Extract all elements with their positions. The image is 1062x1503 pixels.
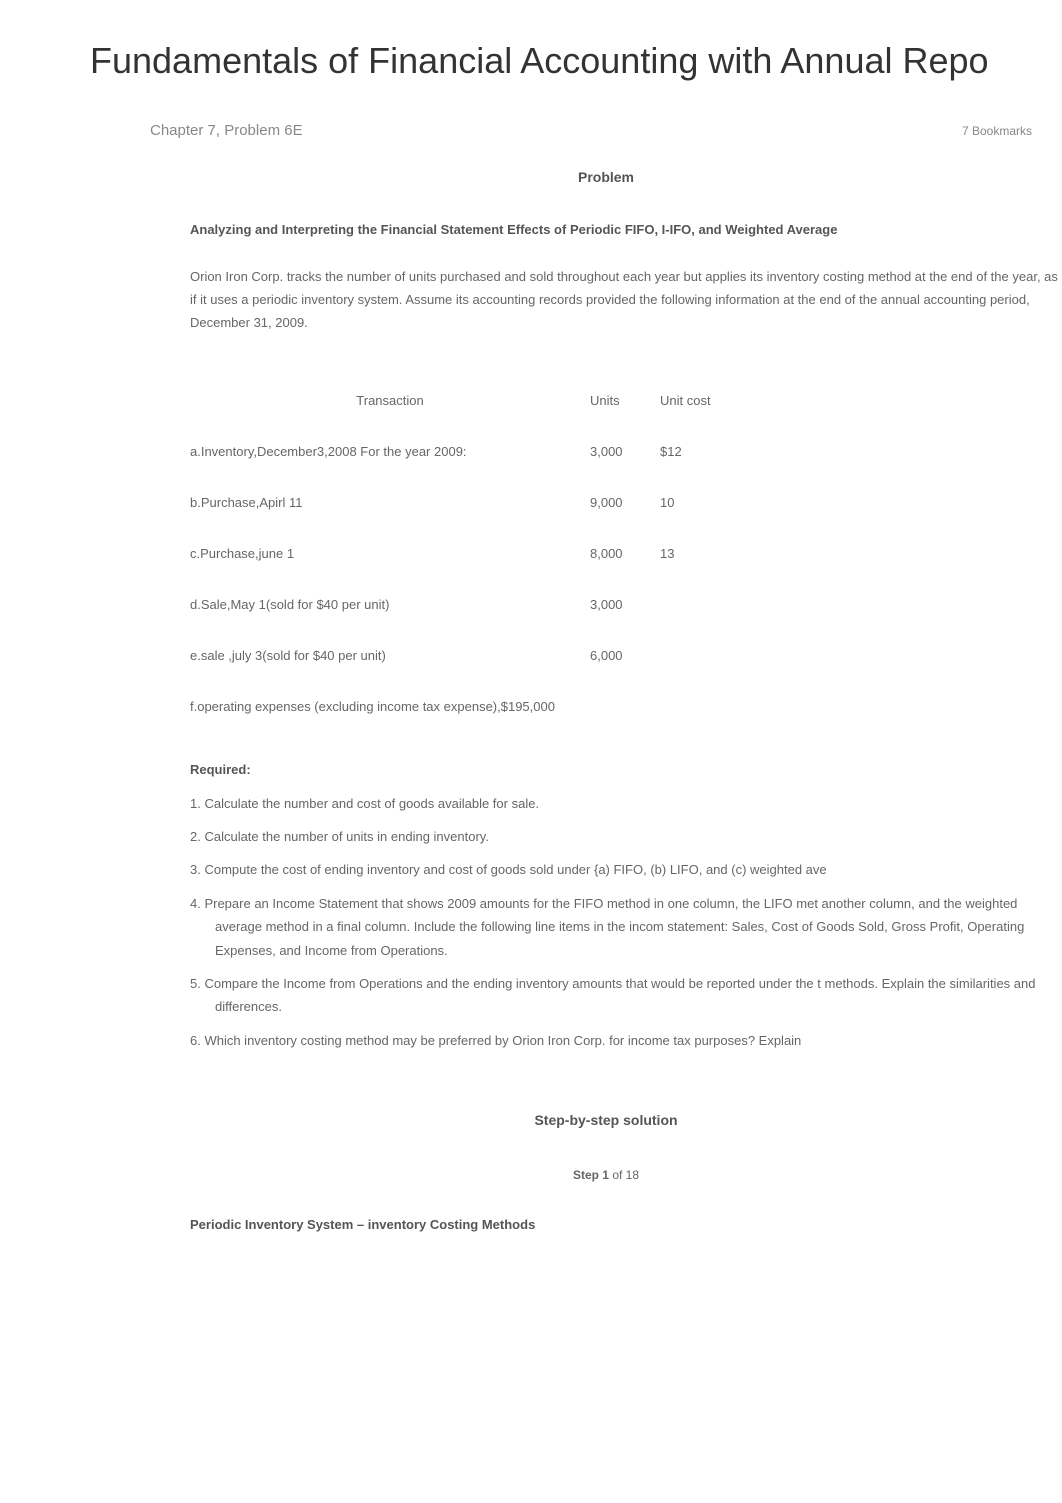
problem-paragraph: Orion Iron Corp. tracks the number of un… xyxy=(190,265,1062,335)
page-title: Fundamentals of Financial Accounting wit… xyxy=(90,40,1062,82)
chapter-label: Chapter 7, Problem 6E xyxy=(150,122,303,139)
tx-units: 3,000 xyxy=(590,426,660,477)
step-label: Step 1 of 18 xyxy=(150,1168,1062,1182)
table-row: a.Inventory,December3,2008 For the year … xyxy=(190,426,740,477)
tx-desc: f.operating expenses (excluding income t… xyxy=(190,681,590,732)
transactions-table: Transaction Units Unit cost a.Inventory,… xyxy=(190,375,740,732)
required-item: 1. Calculate the number and cost of good… xyxy=(190,792,1062,815)
required-item: 5. Compare the Income from Operations an… xyxy=(190,972,1062,1019)
tx-cost xyxy=(660,681,740,732)
tx-units xyxy=(590,681,660,732)
tx-cost xyxy=(660,630,740,681)
step-number: Step 1 xyxy=(573,1168,609,1182)
th-unit-cost: Unit cost xyxy=(660,375,740,426)
step-total: of 18 xyxy=(609,1168,639,1182)
problem-section-title: Problem xyxy=(150,169,1062,185)
tx-desc: d.Sale,May 1(sold for $40 per unit) xyxy=(190,579,590,630)
tx-units: 6,000 xyxy=(590,630,660,681)
chapter-row: Chapter 7, Problem 6E 7 Bookmarks xyxy=(150,122,1062,139)
table-row: f.operating expenses (excluding income t… xyxy=(190,681,740,732)
tx-units: 8,000 xyxy=(590,528,660,579)
required-heading: Required: xyxy=(190,762,1062,777)
th-transaction: Transaction xyxy=(190,375,590,426)
tx-units: 9,000 xyxy=(590,477,660,528)
problem-body: Analyzing and Interpreting the Financial… xyxy=(150,220,1062,1052)
tx-units: 3,000 xyxy=(590,579,660,630)
tx-cost: 13 xyxy=(660,528,740,579)
tx-desc: e.sale ,july 3(sold for $40 per unit) xyxy=(190,630,590,681)
required-item: 3. Compute the cost of ending inventory … xyxy=(190,858,1062,881)
table-row: b.Purchase,Apirl 11 9,000 10 xyxy=(190,477,740,528)
problem-heading: Analyzing and Interpreting the Financial… xyxy=(190,220,1062,240)
content-wrapper: Chapter 7, Problem 6E 7 Bookmarks Proble… xyxy=(90,122,1062,1232)
table-row: c.Purchase,june 1 8,000 13 xyxy=(190,528,740,579)
required-item: 6. Which inventory costing method may be… xyxy=(190,1029,1062,1052)
required-item: 4. Prepare an Income Statement that show… xyxy=(190,892,1062,962)
tx-desc: a.Inventory,December3,2008 For the year … xyxy=(190,426,590,477)
step-body: Periodic Inventory System – inventory Co… xyxy=(150,1217,1062,1232)
tx-desc: b.Purchase,Apirl 11 xyxy=(190,477,590,528)
solution-section-title: Step-by-step solution xyxy=(150,1112,1062,1128)
table-row: d.Sale,May 1(sold for $40 per unit) 3,00… xyxy=(190,579,740,630)
bookmarks-count[interactable]: 7 Bookmarks xyxy=(962,124,1032,138)
tx-desc: c.Purchase,june 1 xyxy=(190,528,590,579)
step-heading: Periodic Inventory System – inventory Co… xyxy=(190,1217,1062,1232)
tx-cost: 10 xyxy=(660,477,740,528)
tx-cost xyxy=(660,579,740,630)
tx-cost: $12 xyxy=(660,426,740,477)
table-header-row: Transaction Units Unit cost xyxy=(190,375,740,426)
required-list: 1. Calculate the number and cost of good… xyxy=(190,792,1062,1053)
th-units: Units xyxy=(590,375,660,426)
table-row: e.sale ,july 3(sold for $40 per unit) 6,… xyxy=(190,630,740,681)
required-item: 2. Calculate the number of units in endi… xyxy=(190,825,1062,848)
